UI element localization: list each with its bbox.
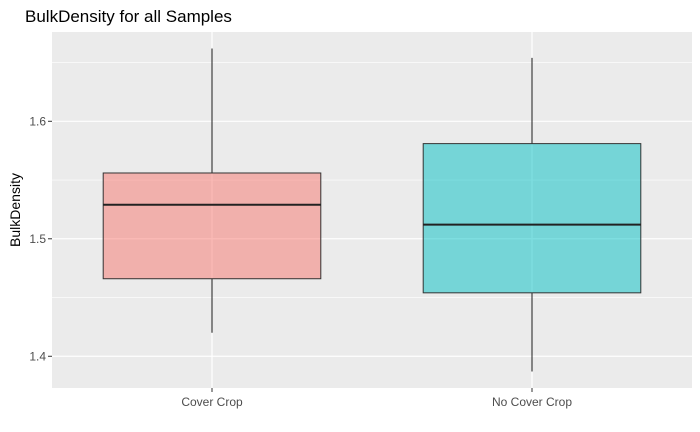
box-no-cover-crop (422, 57, 642, 372)
y-tick-label: 1.4 (29, 349, 46, 363)
y-tick-label: 1.6 (29, 114, 46, 128)
y-axis-title: BulkDensity (7, 173, 23, 247)
chart-title: BulkDensity for all Samples (25, 7, 232, 26)
box-cover-crop (102, 48, 322, 333)
x-tick-label: Cover Crop (181, 395, 243, 409)
x-tick-label: No Cover Crop (492, 395, 572, 409)
y-axis: 1.4 1.5 1.6 (29, 114, 52, 363)
x-axis: Cover Crop No Cover Crop (181, 388, 572, 409)
box-iqr (422, 143, 642, 294)
boxes (102, 48, 642, 372)
y-tick-label: 1.5 (29, 232, 46, 246)
box-iqr (102, 172, 322, 280)
